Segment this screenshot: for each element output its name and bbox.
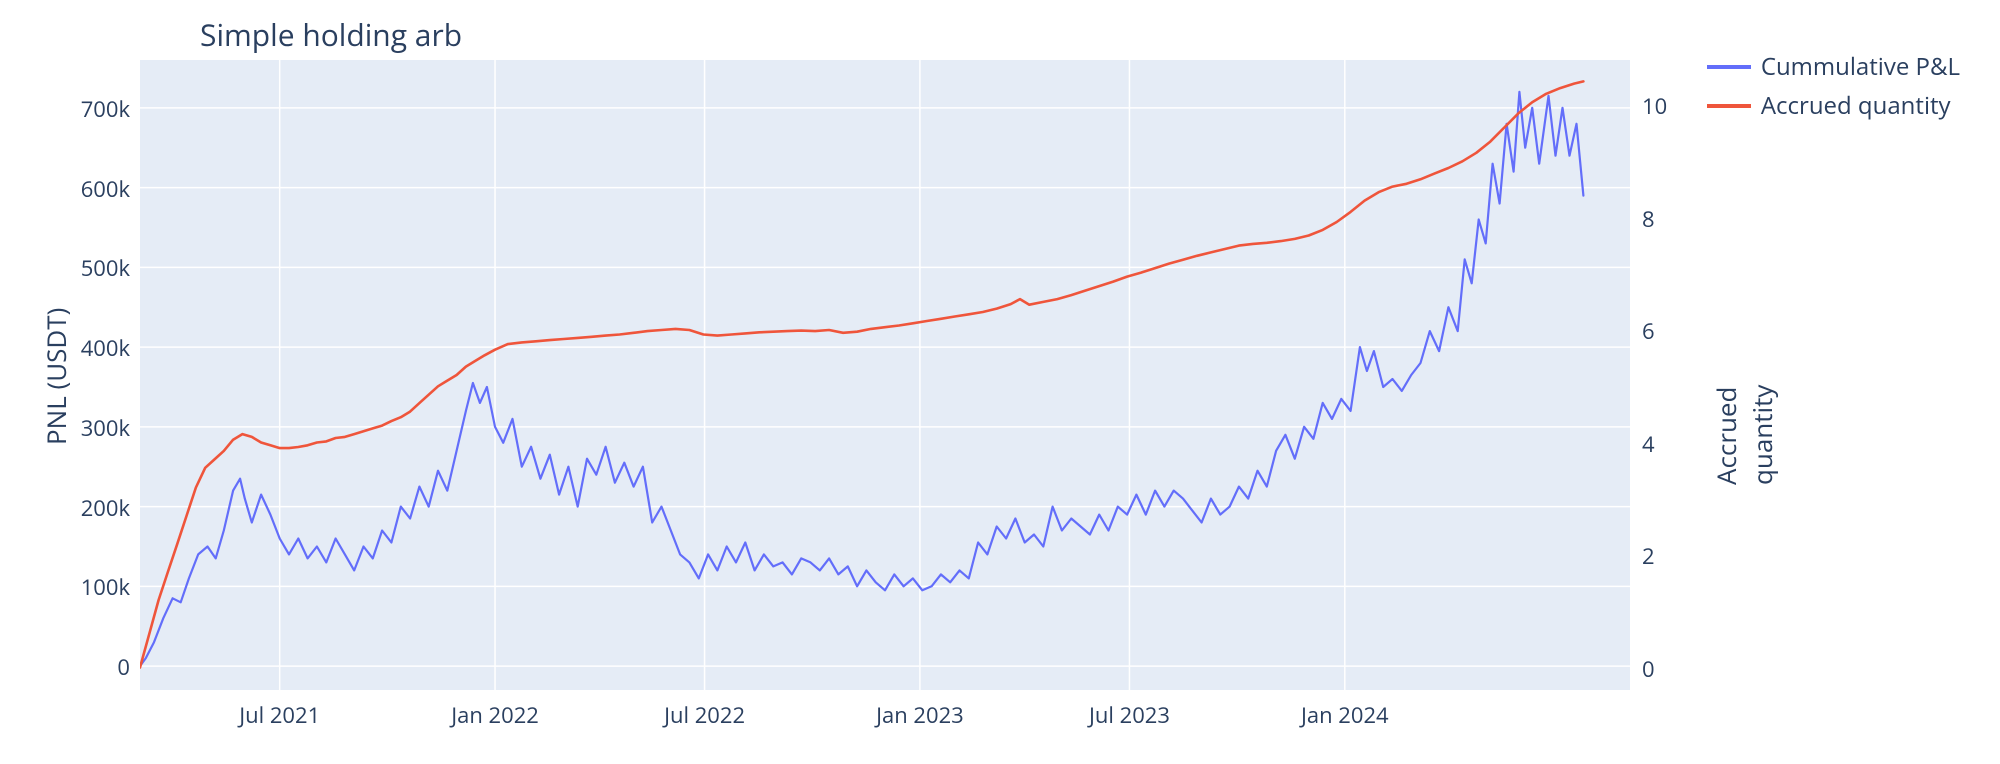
x-tick: Jan 2024 xyxy=(1295,700,1395,730)
y-right-tick: 0 xyxy=(1642,654,1655,684)
legend-label-accrued: Accrued quantity xyxy=(1761,89,1951,122)
y-left-tick: 500k xyxy=(81,253,130,283)
y-left-tick: 0 xyxy=(117,652,130,682)
legend: Cummulative P&L Accrued quantity xyxy=(1707,50,1960,128)
y-left-tick: 200k xyxy=(81,493,130,523)
y-right-tick: 2 xyxy=(1642,541,1655,571)
y-right-tick: 4 xyxy=(1642,429,1655,459)
x-tick: Jan 2023 xyxy=(870,700,970,730)
x-tick: Jul 2023 xyxy=(1079,700,1179,730)
chart-container: Simple holding arb PNL (USDT) Accrued qu… xyxy=(0,0,2000,764)
x-tick: Jan 2022 xyxy=(445,700,545,730)
series-lines xyxy=(0,0,2000,764)
y-right-tick: 8 xyxy=(1642,204,1655,234)
y-left-tick: 400k xyxy=(81,333,130,363)
legend-item-pnl[interactable]: Cummulative P&L xyxy=(1707,50,1960,83)
legend-swatch-accrued xyxy=(1707,104,1751,108)
y-left-tick: 100k xyxy=(81,572,130,602)
legend-item-accrued[interactable]: Accrued quantity xyxy=(1707,89,1960,122)
y-left-axis-title: PNL (USDT) xyxy=(38,308,74,445)
x-tick: Jul 2021 xyxy=(230,700,330,730)
y-left-tick: 600k xyxy=(81,174,130,204)
y-right-tick: 6 xyxy=(1642,316,1655,346)
legend-label-pnl: Cummulative P&L xyxy=(1761,50,1960,83)
legend-swatch-pnl xyxy=(1707,65,1751,69)
y-right-tick: 10 xyxy=(1642,91,1667,121)
y-left-tick: 300k xyxy=(81,413,130,443)
y-right-axis-title: Accrued quantity xyxy=(1708,473,1780,485)
x-tick: Jul 2022 xyxy=(655,700,755,730)
y-left-tick: 700k xyxy=(81,94,130,124)
